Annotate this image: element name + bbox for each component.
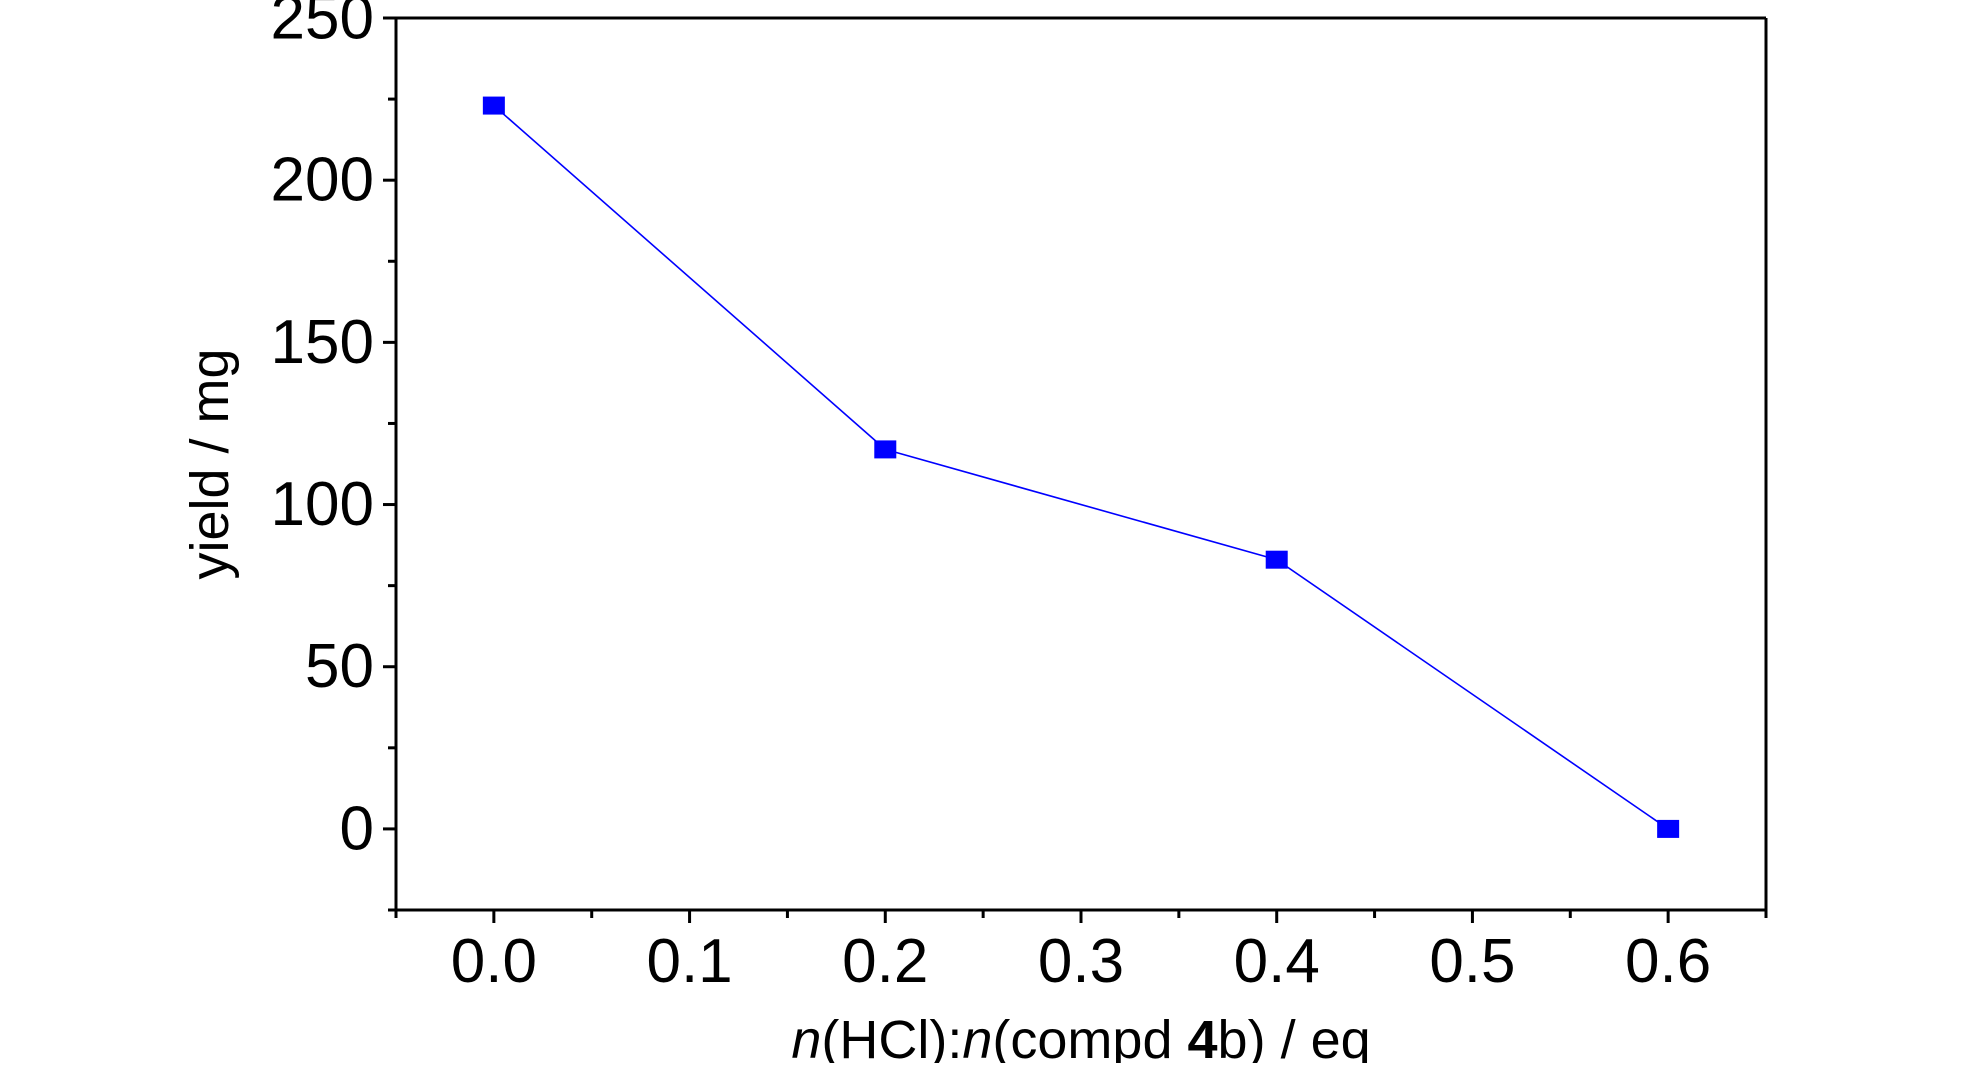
x-tick-label: 0.3 xyxy=(1038,927,1124,996)
y-tick-label: 250 xyxy=(271,0,374,53)
series-layer xyxy=(482,96,1680,838)
data-point-marker xyxy=(1657,819,1680,838)
x-tick-label: 0.6 xyxy=(1625,927,1711,996)
y-tick-label: 200 xyxy=(271,146,374,215)
x-tick-label: 0.0 xyxy=(451,927,537,996)
x-axis-title-part: (HCl): xyxy=(821,1010,962,1063)
y-tick-label: 100 xyxy=(271,470,374,539)
data-point-marker xyxy=(874,440,897,459)
x-axis-title-part: n xyxy=(962,1010,992,1063)
x-axis-title: n(HCl):n(compd 4b) / eq xyxy=(791,1010,1370,1063)
x-axis-title-part: n xyxy=(791,1010,821,1063)
y-tick-label: 0 xyxy=(340,794,374,863)
axes-layer xyxy=(383,16,1768,923)
x-tick-label: 0.5 xyxy=(1429,927,1515,996)
y-tick-label: 50 xyxy=(305,632,374,701)
labels-layer: 0 50 100 150 200 250 0.0 0.1 0.2 0.3 0.4 0.5 0.6 yiel… xyxy=(180,0,1711,1068)
series-line xyxy=(493,104,1669,830)
x-tick-label: 0.1 xyxy=(646,927,732,996)
y-axis-title: yield / mg xyxy=(180,348,240,579)
x-tick-label: 0.2 xyxy=(842,927,928,996)
x-axis-title-part: b) / eq xyxy=(1218,1010,1371,1063)
data-point-marker xyxy=(482,96,505,115)
x-tick-label: 0.4 xyxy=(1234,927,1320,996)
data-point-marker xyxy=(1265,550,1288,569)
x-axis-title-part: (compd xyxy=(992,1010,1187,1063)
y-tick-label: 150 xyxy=(271,308,374,377)
x-axis-title-part: 4 xyxy=(1188,1010,1218,1063)
